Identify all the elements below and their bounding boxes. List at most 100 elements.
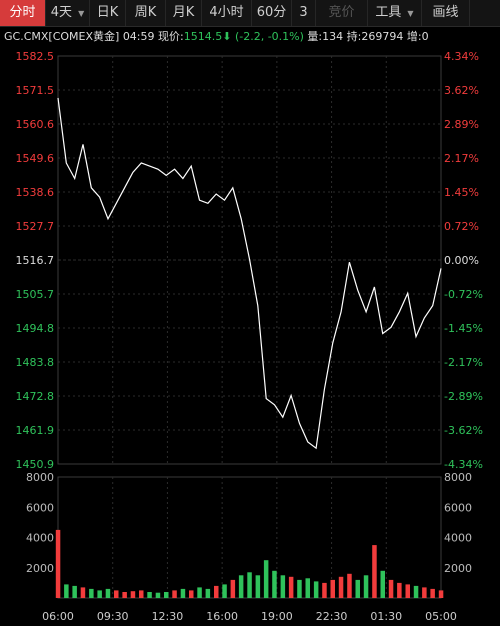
volume-bar: [405, 584, 410, 598]
volume-bar: [230, 579, 236, 598]
tab-3[interactable]: 周K: [126, 0, 166, 26]
volume-bar: [122, 592, 127, 598]
volume-bar: [413, 585, 419, 598]
volume-bar: [422, 587, 427, 598]
tab-4[interactable]: 月K: [166, 0, 202, 26]
volume-bar: [139, 590, 144, 598]
volume-bar: [222, 584, 227, 598]
volume-tick-label: 4000: [444, 532, 472, 545]
time-tick-label: 16:00: [206, 610, 238, 623]
volume-bar: [272, 570, 277, 598]
percent-tick-label: -2.17%: [444, 356, 483, 369]
time-tick-label: 12:30: [152, 610, 184, 623]
oi-change-value: 0: [421, 30, 429, 43]
price-tick-label: 1516.7: [16, 254, 55, 267]
volume-bar: [288, 576, 294, 598]
percent-tick-label: 0.72%: [444, 220, 479, 233]
time-tick-label: 06:00: [42, 610, 74, 623]
price-label: 现价:: [158, 30, 184, 43]
volume-bar: [89, 588, 94, 598]
volume-bar: [297, 579, 302, 598]
volume-tick-label: 6000: [444, 501, 472, 514]
volume-bar: [130, 591, 136, 598]
volume-bar: [255, 575, 261, 598]
volume-bar: [72, 585, 77, 598]
tab-0[interactable]: 分时: [0, 0, 46, 26]
price-tick-label: 1571.5: [16, 84, 55, 97]
price-tick-label: 1560.6: [16, 118, 55, 131]
open-interest-value: 269794: [361, 30, 404, 43]
time-tick-label: 19:00: [261, 610, 293, 623]
oi-change-label: 增:: [406, 30, 422, 43]
tab-8[interactable]: 竞价: [316, 0, 368, 26]
down-arrow-icon: ⬇: [222, 30, 232, 43]
tab-9[interactable]: 工具 ▼: [368, 0, 422, 26]
volume-bar: [55, 529, 61, 598]
time-tick-label: 05:00: [425, 610, 457, 623]
percent-tick-label: -3.62%: [444, 424, 483, 437]
volume-bar: [430, 588, 435, 598]
quote-time: 04:59: [122, 30, 155, 43]
volume-bar: [280, 575, 286, 598]
volume-bar: [238, 575, 244, 598]
time-tick-label: 09:30: [97, 610, 129, 623]
price-tick-label: 1582.5: [16, 50, 55, 63]
toolbar: 分时 4天 ▼ 日K 周K 月K 4小时 60分 3 竞价 工具 ▼ 画线: [0, 0, 500, 27]
percent-tick-label: -1.45%: [444, 322, 483, 335]
open-interest-label: 持:: [346, 30, 362, 43]
tab-10[interactable]: 画线: [422, 0, 470, 26]
price-panel-frame: [57, 55, 442, 465]
price-change: (-2.2, -0.1%): [234, 30, 304, 43]
volume-bar: [247, 572, 252, 598]
volume-bar: [114, 590, 119, 598]
tab-label: 分时: [9, 5, 36, 20]
tab-2[interactable]: 日K: [90, 0, 126, 26]
tab-6[interactable]: 60分: [252, 0, 292, 26]
volume-bar: [172, 590, 177, 598]
tab-5[interactable]: 4小时: [202, 0, 252, 26]
volume-bar: [214, 585, 219, 598]
tab-7[interactable]: 3: [292, 0, 316, 26]
price-tick-label: 1483.8: [16, 356, 55, 369]
price-tick-label: 1549.6: [16, 152, 55, 165]
price-tick-label: 1527.7: [16, 220, 55, 233]
price-tick-label: 1538.6: [16, 186, 55, 199]
volume-bar: [372, 545, 377, 598]
volume-bar: [189, 590, 194, 598]
volume-bar: [205, 588, 211, 598]
tab-label: 月K: [172, 5, 195, 20]
volume-bar: [438, 590, 444, 598]
price-tick-label: 1472.8: [16, 390, 55, 403]
volume-bar: [388, 579, 394, 598]
volume-bar: [397, 582, 402, 598]
time-tick-label: 01:30: [370, 610, 402, 623]
volume-tick-label: 2000: [26, 562, 54, 575]
volume-bar: [338, 576, 344, 598]
percent-tick-label: -4.34%: [444, 458, 483, 471]
tab-1[interactable]: 4天 ▼: [46, 0, 90, 26]
price-tick-label: 1450.9: [16, 458, 55, 471]
volume-bar: [363, 575, 369, 598]
price-tick-label: 1505.7: [16, 288, 55, 301]
volume-bar: [105, 588, 111, 598]
volume-bar: [80, 587, 86, 598]
tab-label: 60分: [256, 5, 287, 20]
volume-tick-label: 8000: [444, 471, 472, 484]
price-tick-label: 1494.8: [16, 322, 55, 335]
volume-bar: [313, 581, 319, 598]
dropdown-caret-icon: ▼: [407, 9, 414, 18]
volume-bar: [155, 592, 161, 598]
symbol-name: GC.CMX[COMEX黄金]: [4, 30, 120, 43]
tab-label: 日K: [96, 5, 119, 20]
volume-bar: [147, 592, 152, 598]
percent-tick-label: -2.89%: [444, 390, 483, 403]
volume-bar: [355, 579, 360, 598]
volume-bar: [180, 588, 186, 598]
volume-bar: [380, 570, 385, 598]
percent-tick-label: 4.34%: [444, 50, 479, 63]
volume-bar: [164, 592, 169, 598]
percent-tick-label: 0.00%: [444, 254, 479, 267]
volume-bar: [322, 582, 327, 598]
volume-label: 量:: [307, 30, 323, 43]
